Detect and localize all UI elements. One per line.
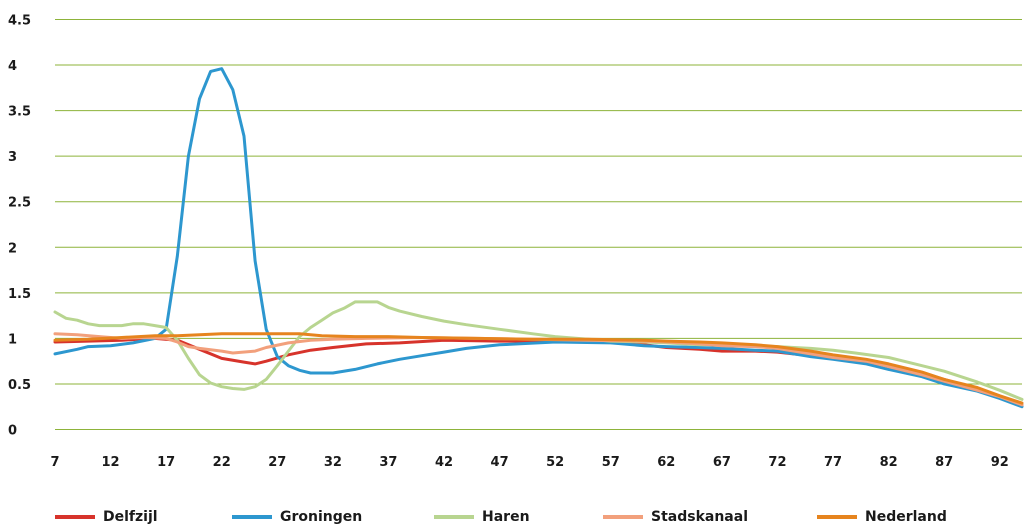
series-line-nederland (53, 332, 1024, 405)
y-tick-label: 2.5 (8, 196, 31, 211)
legend-item-nederland: Nederland (817, 509, 947, 525)
series-line-groningen (53, 67, 1024, 409)
x-tick-label: 87 (935, 455, 953, 470)
x-tick-label: 32 (324, 455, 342, 470)
x-tick-label: 12 (102, 455, 120, 470)
y-tick-label: 0 (8, 424, 17, 439)
legend-label-delfzijl: Delfzijl (103, 509, 158, 525)
series-line-stadskanaal (53, 332, 1024, 407)
x-tick-label: 62 (657, 455, 675, 470)
series-lines (53, 67, 1024, 409)
legend-swatch-haren (434, 515, 474, 519)
y-tick-label: 2 (8, 241, 17, 256)
legend-swatch-stadskanaal (603, 515, 643, 519)
legend-swatch-nederland (817, 515, 857, 519)
x-tick-label: 47 (491, 455, 509, 470)
x-tick-label: 37 (379, 455, 397, 470)
y-tick-label: 1.5 (8, 287, 31, 302)
legend-label-haren: Haren (482, 509, 530, 525)
legend-label-nederland: Nederland (865, 509, 947, 525)
y-tick-label: 3.5 (8, 105, 31, 120)
legend-item-delfzijl: Delfzijl (55, 509, 158, 525)
y-tick-label: 4 (8, 59, 17, 74)
x-axis-ticks: 7 12 17 22 27 32 37 42 47 52 57 62 67 72 77 82 87 92 (50, 455, 1008, 470)
legend-item-groningen: Groningen (232, 509, 362, 525)
x-tick-label: 57 (602, 455, 620, 470)
x-tick-label: 92 (991, 455, 1009, 470)
x-tick-label: 72 (768, 455, 786, 470)
x-tick-label: 22 (213, 455, 231, 470)
x-tick-label: 27 (268, 455, 286, 470)
x-tick-label: 17 (157, 455, 175, 470)
legend-swatch-groningen (232, 515, 272, 519)
legend: Delfzijl Groningen Haren Stadskanaal Ned… (0, 503, 1024, 529)
legend-label-groningen: Groningen (280, 509, 363, 525)
x-tick-label: 82 (880, 455, 898, 470)
line-chart: 0 0.5 1 1.5 2 2.5 3 3.5 4 4.5 7 12 17 22 27 32 37 42 47 52… (8, 14, 1024, 470)
x-tick-label: 67 (713, 455, 731, 470)
y-tick-label: 4.5 (8, 14, 31, 29)
x-tick-label: 7 (50, 455, 59, 470)
y-axis-ticks: 0 0.5 1 1.5 2 2.5 3 3.5 4 4.5 (8, 14, 31, 439)
legend-item-haren: Haren (434, 509, 530, 525)
x-tick-label: 52 (546, 455, 564, 470)
legend-item-stadskanaal: Stadskanaal (603, 509, 748, 525)
x-tick-label: 77 (824, 455, 842, 470)
x-tick-label: 42 (435, 455, 453, 470)
legend-swatch-delfzijl (55, 515, 95, 519)
y-tick-label: 3 (8, 150, 17, 165)
y-tick-label: 1 (8, 332, 17, 347)
y-tick-label: 0.5 (8, 378, 31, 393)
legend-label-stadskanaal: Stadskanaal (651, 509, 748, 525)
